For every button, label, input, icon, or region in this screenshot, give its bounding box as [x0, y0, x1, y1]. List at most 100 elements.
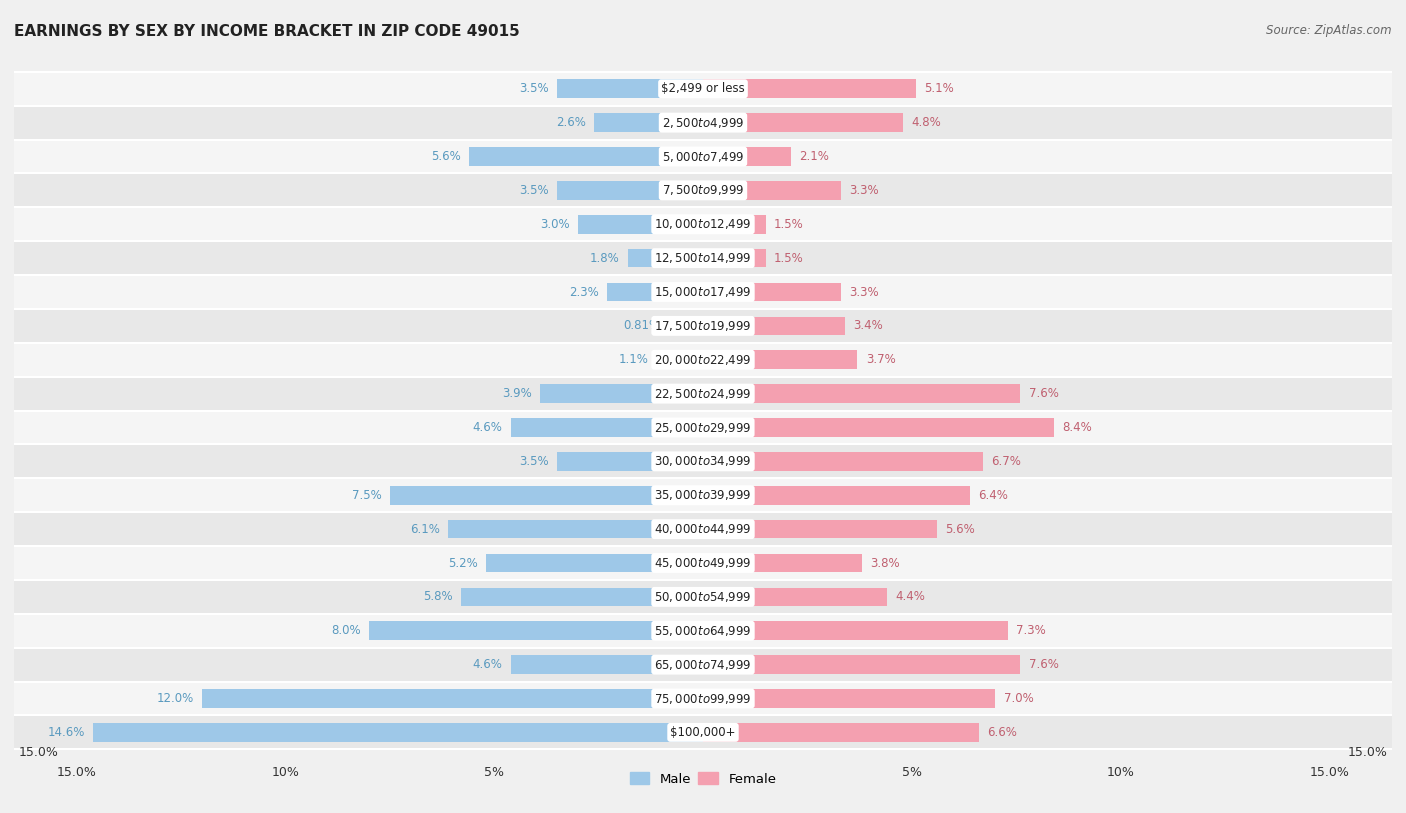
Text: 5.8%: 5.8%	[423, 590, 453, 603]
Legend: Male, Female: Male, Female	[624, 767, 782, 791]
Bar	[540, 385, 703, 403]
Text: 2.6%: 2.6%	[557, 116, 586, 129]
FancyBboxPatch shape	[14, 512, 1392, 546]
Text: $75,000 to $99,999: $75,000 to $99,999	[654, 692, 752, 706]
Bar	[703, 452, 983, 471]
FancyBboxPatch shape	[14, 546, 1392, 580]
Bar	[669, 316, 703, 335]
Bar	[202, 689, 703, 708]
Text: 5.6%: 5.6%	[945, 523, 974, 536]
Text: Source: ZipAtlas.com: Source: ZipAtlas.com	[1267, 24, 1392, 37]
Text: 5.2%: 5.2%	[447, 557, 478, 569]
Bar	[703, 655, 1021, 674]
Text: 3.3%: 3.3%	[849, 184, 879, 197]
Bar	[703, 350, 858, 369]
Bar	[607, 283, 703, 302]
FancyBboxPatch shape	[14, 681, 1392, 715]
Bar	[703, 385, 1021, 403]
Text: 7.6%: 7.6%	[1029, 659, 1059, 671]
Text: 7.5%: 7.5%	[352, 489, 381, 502]
Text: 3.5%: 3.5%	[519, 184, 548, 197]
Bar	[703, 181, 841, 200]
FancyBboxPatch shape	[14, 173, 1392, 207]
Text: $100,000+: $100,000+	[671, 726, 735, 739]
Bar	[628, 249, 703, 267]
Text: $22,500 to $24,999: $22,500 to $24,999	[654, 387, 752, 401]
Text: 3.7%: 3.7%	[866, 354, 896, 366]
Text: $40,000 to $44,999: $40,000 to $44,999	[654, 522, 752, 536]
Text: 7.6%: 7.6%	[1029, 387, 1059, 400]
Text: 8.0%: 8.0%	[330, 624, 360, 637]
Bar	[461, 588, 703, 606]
Text: $10,000 to $12,499: $10,000 to $12,499	[654, 217, 752, 231]
Text: 3.9%: 3.9%	[502, 387, 531, 400]
Text: 4.8%: 4.8%	[911, 116, 942, 129]
Text: 2.1%: 2.1%	[799, 150, 830, 163]
Text: $50,000 to $54,999: $50,000 to $54,999	[654, 590, 752, 604]
Text: 7.3%: 7.3%	[1017, 624, 1046, 637]
Bar	[703, 588, 887, 606]
FancyBboxPatch shape	[14, 614, 1392, 648]
FancyBboxPatch shape	[14, 275, 1392, 309]
Text: $30,000 to $34,999: $30,000 to $34,999	[654, 454, 752, 468]
Text: 15.0%: 15.0%	[18, 746, 58, 759]
Text: 14.6%: 14.6%	[48, 726, 84, 739]
Bar	[657, 350, 703, 369]
Text: 4.6%: 4.6%	[472, 421, 502, 434]
Text: EARNINGS BY SEX BY INCOME BRACKET IN ZIP CODE 49015: EARNINGS BY SEX BY INCOME BRACKET IN ZIP…	[14, 24, 520, 39]
Bar	[557, 80, 703, 98]
Bar	[703, 147, 790, 166]
FancyBboxPatch shape	[14, 715, 1392, 750]
FancyBboxPatch shape	[14, 478, 1392, 512]
Text: $7,500 to $9,999: $7,500 to $9,999	[662, 184, 744, 198]
Bar	[703, 418, 1053, 437]
Bar	[703, 215, 766, 233]
Text: 2.3%: 2.3%	[569, 285, 599, 298]
FancyBboxPatch shape	[14, 648, 1392, 681]
Text: $17,500 to $19,999: $17,500 to $19,999	[654, 319, 752, 333]
Text: 3.4%: 3.4%	[853, 320, 883, 333]
Text: 0.81%: 0.81%	[624, 320, 661, 333]
Bar	[486, 554, 703, 572]
Text: 8.4%: 8.4%	[1062, 421, 1092, 434]
Bar	[595, 113, 703, 132]
Bar	[557, 181, 703, 200]
Bar	[510, 418, 703, 437]
Text: $65,000 to $74,999: $65,000 to $74,999	[654, 658, 752, 672]
Bar	[703, 621, 1008, 640]
Text: $45,000 to $49,999: $45,000 to $49,999	[654, 556, 752, 570]
FancyBboxPatch shape	[14, 309, 1392, 343]
Bar	[703, 249, 766, 267]
Bar	[578, 215, 703, 233]
Text: 3.5%: 3.5%	[519, 82, 548, 95]
Text: 1.5%: 1.5%	[773, 252, 804, 264]
Text: 5.6%: 5.6%	[432, 150, 461, 163]
FancyBboxPatch shape	[14, 411, 1392, 445]
Bar	[470, 147, 703, 166]
Text: $2,500 to $4,999: $2,500 to $4,999	[662, 115, 744, 129]
Bar	[703, 723, 979, 741]
Bar	[368, 621, 703, 640]
Bar	[389, 486, 703, 505]
Bar	[703, 486, 970, 505]
Text: $55,000 to $64,999: $55,000 to $64,999	[654, 624, 752, 637]
Text: 7.0%: 7.0%	[1004, 692, 1033, 705]
Bar	[449, 520, 703, 538]
FancyBboxPatch shape	[14, 207, 1392, 241]
Text: 6.6%: 6.6%	[987, 726, 1017, 739]
Bar	[703, 520, 936, 538]
Text: 1.1%: 1.1%	[619, 354, 648, 366]
Bar	[703, 80, 915, 98]
Text: 3.8%: 3.8%	[870, 557, 900, 569]
Text: 1.5%: 1.5%	[773, 218, 804, 231]
Text: 6.1%: 6.1%	[411, 523, 440, 536]
FancyBboxPatch shape	[14, 241, 1392, 275]
FancyBboxPatch shape	[14, 343, 1392, 376]
Text: 12.0%: 12.0%	[156, 692, 194, 705]
Text: 15.0%: 15.0%	[1348, 746, 1388, 759]
FancyBboxPatch shape	[14, 106, 1392, 140]
Text: $2,499 or less: $2,499 or less	[661, 82, 745, 95]
Text: 4.6%: 4.6%	[472, 659, 502, 671]
FancyBboxPatch shape	[14, 580, 1392, 614]
Text: $20,000 to $22,499: $20,000 to $22,499	[654, 353, 752, 367]
